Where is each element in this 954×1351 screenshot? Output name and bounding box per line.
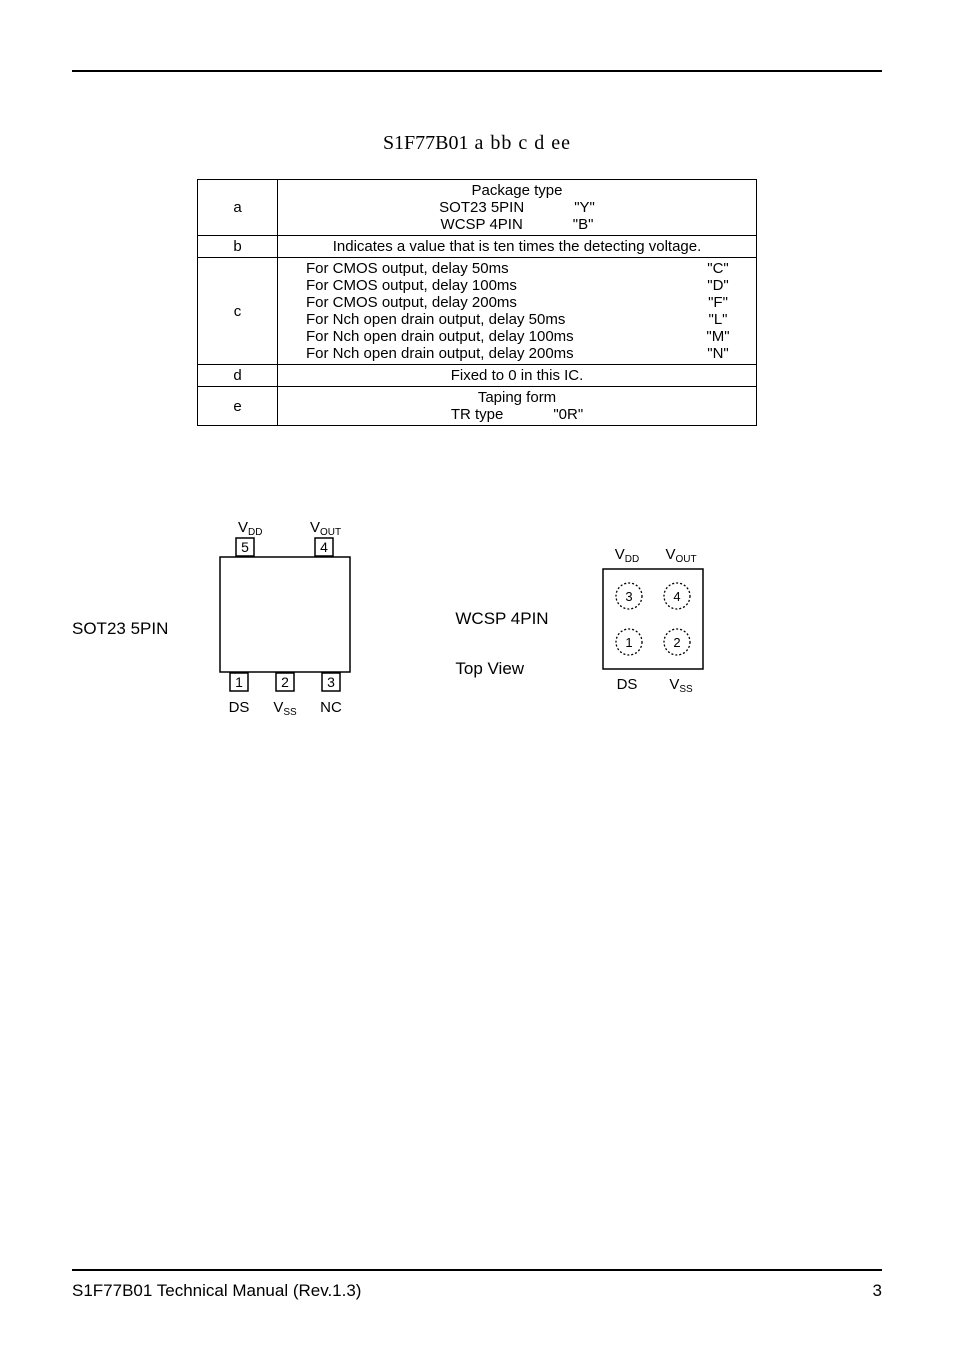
footer-rule [72, 1269, 882, 1271]
pin-label: DS [616, 676, 637, 693]
pin-number: 4 [320, 539, 328, 555]
pkg-line: TR type "0R" [286, 406, 748, 423]
opt-code: "F" [688, 294, 748, 311]
pin-diagrams-row: SOT23 5PIN VDD VOUT 5 4 1 2 3 [72, 516, 882, 741]
opt-line: For Nch open drain output, delay 200ms"N… [286, 345, 748, 362]
pin-number: 3 [625, 589, 632, 604]
pin-number: 1 [625, 635, 632, 650]
pkg-line: SOT23 5PIN "Y" [286, 199, 748, 216]
row-value: For CMOS output, delay 50ms"C" For CMOS … [278, 258, 757, 365]
row-header: Taping form [286, 389, 748, 406]
opt-label: For CMOS output, delay 200ms [286, 294, 688, 311]
wcsp-body [603, 569, 703, 669]
row-key: a [198, 180, 278, 236]
table-row: d Fixed to 0 in this IC. [198, 365, 757, 387]
row-key: c [198, 258, 278, 365]
opt-label: For Nch open drain output, delay 200ms [286, 345, 688, 362]
opt-code: "L" [688, 311, 748, 328]
pkg-line: WCSP 4PIN "B" [286, 216, 748, 233]
opt-code: "D" [688, 277, 748, 294]
vout-label: VOUT [665, 546, 696, 565]
opt-label: For CMOS output, delay 50ms [286, 260, 688, 277]
opt-code: "C" [688, 260, 748, 277]
pin-number: 5 [241, 539, 249, 555]
opt-label: For Nch open drain output, delay 100ms [286, 328, 688, 345]
wcsp-diagram: VDD VOUT 3 4 1 2 DS VSS [589, 541, 729, 716]
row-value: Fixed to 0 in this IC. [278, 365, 757, 387]
opt-line: For CMOS output, delay 100ms"D" [286, 277, 748, 294]
pkg-name: WCSP 4PIN [441, 216, 523, 233]
row-value: Indicates a value that is ten times the … [278, 236, 757, 258]
pin-label: NC [321, 699, 343, 716]
pkg-code: "B" [573, 216, 594, 233]
pin-number: 1 [235, 674, 243, 690]
product-suffix: a bb c d ee [469, 132, 572, 154]
opt-label: For CMOS output, delay 100ms [286, 277, 688, 294]
row-header: Indicates a value that is ten times the … [286, 238, 748, 255]
pin-number: 2 [281, 674, 289, 690]
row-value: Taping form TR type "0R" [278, 387, 757, 426]
wcsp-label-1: WCSP 4PIN [455, 609, 548, 629]
footer-row: S1F77B01 Technical Manual (Rev.1.3) 3 [72, 1281, 882, 1301]
page: S1F77B01 a bb c d ee a Package type SOT2… [0, 0, 954, 1351]
pkg-name: TR type [451, 406, 504, 423]
row-header: Package type [286, 182, 748, 199]
table-row: b Indicates a value that is ten times th… [198, 236, 757, 258]
pkg-code: "0R" [553, 406, 583, 423]
row-value: Package type SOT23 5PIN "Y" WCSP 4PIN "B… [278, 180, 757, 236]
ordering-info-table: a Package type SOT23 5PIN "Y" WCSP 4PIN … [197, 179, 757, 426]
sot23-label: SOT23 5PIN [72, 619, 168, 639]
pin-label: VSS [669, 676, 693, 695]
table-row: c For CMOS output, delay 50ms"C" For CMO… [198, 258, 757, 365]
opt-line: For Nch open drain output, delay 100ms"M… [286, 328, 748, 345]
row-key: b [198, 236, 278, 258]
vdd-label: VDD [614, 546, 638, 565]
pin-label: DS [229, 699, 250, 716]
vout-label: VOUT [310, 519, 341, 538]
page-footer: S1F77B01 Technical Manual (Rev.1.3) 3 [72, 1269, 882, 1301]
opt-label: For Nch open drain output, delay 50ms [286, 311, 688, 328]
opt-code: "N" [688, 345, 748, 362]
row-header: Fixed to 0 in this IC. [286, 367, 748, 384]
wcsp-labels: WCSP 4PIN Top View [455, 579, 548, 679]
row-key: d [198, 365, 278, 387]
opt-code: "M" [688, 328, 748, 345]
product-prefix: S1F77B01 [383, 132, 469, 154]
opt-line: For Nch open drain output, delay 50ms"L" [286, 311, 748, 328]
table-row: a Package type SOT23 5PIN "Y" WCSP 4PIN … [198, 180, 757, 236]
wcsp-label-2: Top View [455, 659, 548, 679]
footer-page-number: 3 [873, 1281, 882, 1301]
pkg-code: "Y" [574, 199, 595, 216]
sot23-diagram: VDD VOUT 5 4 1 2 3 DS VSS NC [200, 516, 370, 741]
pin-label: VSS [274, 699, 298, 718]
opt-line: For CMOS output, delay 50ms"C" [286, 260, 748, 277]
top-rule [72, 70, 882, 72]
sot23-body [220, 557, 350, 672]
pin-number: 4 [673, 589, 680, 604]
product-number-line: S1F77B01 a bb c d ee [72, 132, 882, 155]
footer-left: S1F77B01 Technical Manual (Rev.1.3) [72, 1281, 361, 1301]
vdd-label: VDD [238, 519, 262, 538]
pkg-name: SOT23 5PIN [439, 199, 524, 216]
pin-number: 2 [673, 635, 680, 650]
table-row: e Taping form TR type "0R" [198, 387, 757, 426]
pin-number: 3 [327, 674, 335, 690]
row-key: e [198, 387, 278, 426]
opt-line: For CMOS output, delay 200ms"F" [286, 294, 748, 311]
